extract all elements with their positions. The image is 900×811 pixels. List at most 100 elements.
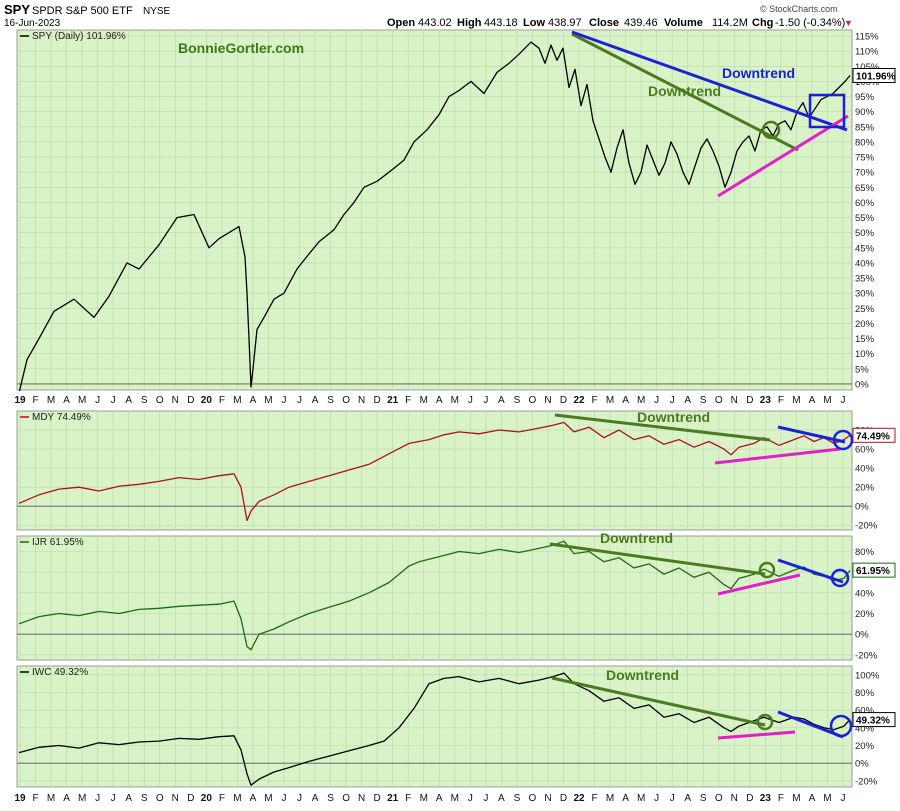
- trend-line: [714, 447, 841, 465]
- x-tick-label: N: [731, 395, 738, 406]
- y-tick-label: 20%: [855, 483, 875, 494]
- x-tick-label: J: [841, 793, 846, 804]
- x-tick-label: M: [47, 395, 55, 406]
- x-axis-top: 19 F M A M J J A S O N D 20 F M A M J J A S O N D 21 F M A M J J A S O N D 2…: [0, 391, 900, 408]
- x-tick-label: A: [684, 793, 691, 804]
- x-tick-label: F: [219, 793, 225, 804]
- y-tick-label: 0%: [855, 630, 869, 641]
- y-tick-label: 60%: [855, 706, 875, 717]
- y-tick-label: 95%: [855, 92, 875, 103]
- y-tick-label: 50%: [855, 228, 875, 239]
- x-tick-label: J: [654, 395, 659, 406]
- volume-label: Volume: [664, 17, 703, 29]
- y-tick-label: 45%: [855, 243, 875, 254]
- x-tick-label: S: [514, 793, 521, 804]
- x-tick-label: D: [560, 395, 567, 406]
- x-tick-label: M: [264, 793, 272, 804]
- y-tick-label: 80%: [855, 547, 875, 558]
- y-tick-label: 105%: [855, 62, 880, 73]
- open-value: 443.02: [418, 17, 452, 29]
- panel-iwc: 100% 80% 60% 40% 20% 0% -20% Downtrend IWC 49.32…: [16, 665, 896, 788]
- panel-title: IJR 61.95%: [32, 537, 84, 548]
- x-tick-label: O: [715, 793, 723, 804]
- highlight-circle: [761, 120, 781, 140]
- panel-background: [16, 410, 853, 531]
- y-tick-label: 55%: [855, 213, 875, 224]
- y-tick-label: 40%: [855, 464, 875, 475]
- x-tick-label: D: [560, 793, 567, 804]
- last-value-label: 101.96%: [856, 71, 896, 82]
- x-tick-label: J: [111, 793, 116, 804]
- x-tick-label: J: [297, 793, 302, 804]
- y-tick-label: 80%: [855, 137, 875, 148]
- annotation-label: Downtrend: [600, 530, 673, 546]
- x-tick-label: F: [778, 395, 784, 406]
- x-tick-label: F: [32, 793, 38, 804]
- chg-value: -1.50 (-0.34%): [775, 17, 845, 29]
- x-tick-label: F: [32, 395, 38, 406]
- x-tick-label: S: [514, 395, 521, 406]
- x-tick-label: 22: [573, 395, 585, 406]
- trend-line: [717, 114, 849, 198]
- y-tick-label: 0%: [855, 379, 869, 390]
- symbol: SPY: [4, 2, 30, 17]
- x-tick-label: N: [358, 793, 365, 804]
- x-tick-label: 23: [760, 793, 772, 804]
- x-tick-label: S: [327, 395, 334, 406]
- x-axis-bottom: 19 F M A M J J A S O N D 20 F M A M J J A S O N D 21 F M A M J J A S O N D 2…: [0, 789, 900, 806]
- last-value-box: [852, 427, 896, 443]
- x-tick-label: N: [172, 395, 179, 406]
- x-tick-label: 20: [201, 395, 213, 406]
- volume-value: 114.2M: [712, 17, 748, 29]
- watermark: BonnieGortler.com: [178, 40, 304, 56]
- last-value-box: [852, 712, 896, 728]
- x-tick-label: J: [111, 395, 116, 406]
- x-tick-label: M: [47, 793, 55, 804]
- trend-line: [571, 30, 848, 132]
- panel-spy-daily-: 115%110%105%100%95%90%85%80%75%70%65%60%…: [16, 29, 896, 394]
- x-tick-label: A: [250, 793, 257, 804]
- chg-label: Chg: [752, 17, 773, 29]
- y-tick-label: 10%: [855, 349, 875, 360]
- x-tick-label: A: [809, 395, 816, 406]
- x-tick-label: S: [141, 395, 148, 406]
- y-tick-label: 65%: [855, 183, 875, 194]
- x-tick-label: J: [483, 395, 488, 406]
- series-line: [18, 421, 851, 522]
- x-tick-label: D: [187, 395, 194, 406]
- x-tick-label: F: [778, 793, 784, 804]
- x-tick-label: O: [529, 395, 537, 406]
- panel-title: SPY (Daily) 101.96%: [32, 31, 126, 42]
- exchange: NYSE: [143, 6, 171, 17]
- x-tick-label: F: [405, 793, 411, 804]
- x-tick-label: 19: [14, 395, 26, 406]
- y-tick-label: 110%: [855, 47, 879, 58]
- x-tick-label: M: [792, 793, 800, 804]
- x-tick-label: J: [95, 395, 100, 406]
- x-tick-label: D: [374, 395, 381, 406]
- x-tick-label: D: [187, 793, 194, 804]
- y-tick-label: 20%: [855, 609, 875, 620]
- last-value-label: 61.95%: [856, 566, 890, 577]
- x-tick-label: A: [436, 395, 443, 406]
- x-tick-label: 19: [14, 793, 26, 804]
- x-tick-label: 20: [201, 793, 213, 804]
- x-tick-label: 23: [760, 395, 772, 406]
- x-tick-label: A: [63, 395, 70, 406]
- x-tick-label: J: [297, 395, 302, 406]
- last-value-label: 74.49%: [856, 431, 890, 442]
- x-tick-label: S: [700, 793, 707, 804]
- copyright: © StockCharts.com: [760, 4, 838, 14]
- y-tick-label: 60%: [855, 445, 875, 456]
- last-value-label: 49.32%: [856, 716, 890, 727]
- x-axes: 19 F M A M J J A S O N D 20 F M A M J J A S O N D 21 F M A M J J A S O N D 2…: [0, 391, 900, 806]
- trend-line: [554, 413, 771, 442]
- x-tick-label: J: [95, 793, 100, 804]
- close-value: 439.46: [624, 17, 658, 29]
- x-tick-label: F: [219, 395, 225, 406]
- last-value-box: [852, 67, 896, 83]
- x-tick-label: O: [342, 793, 350, 804]
- x-tick-label: S: [700, 395, 707, 406]
